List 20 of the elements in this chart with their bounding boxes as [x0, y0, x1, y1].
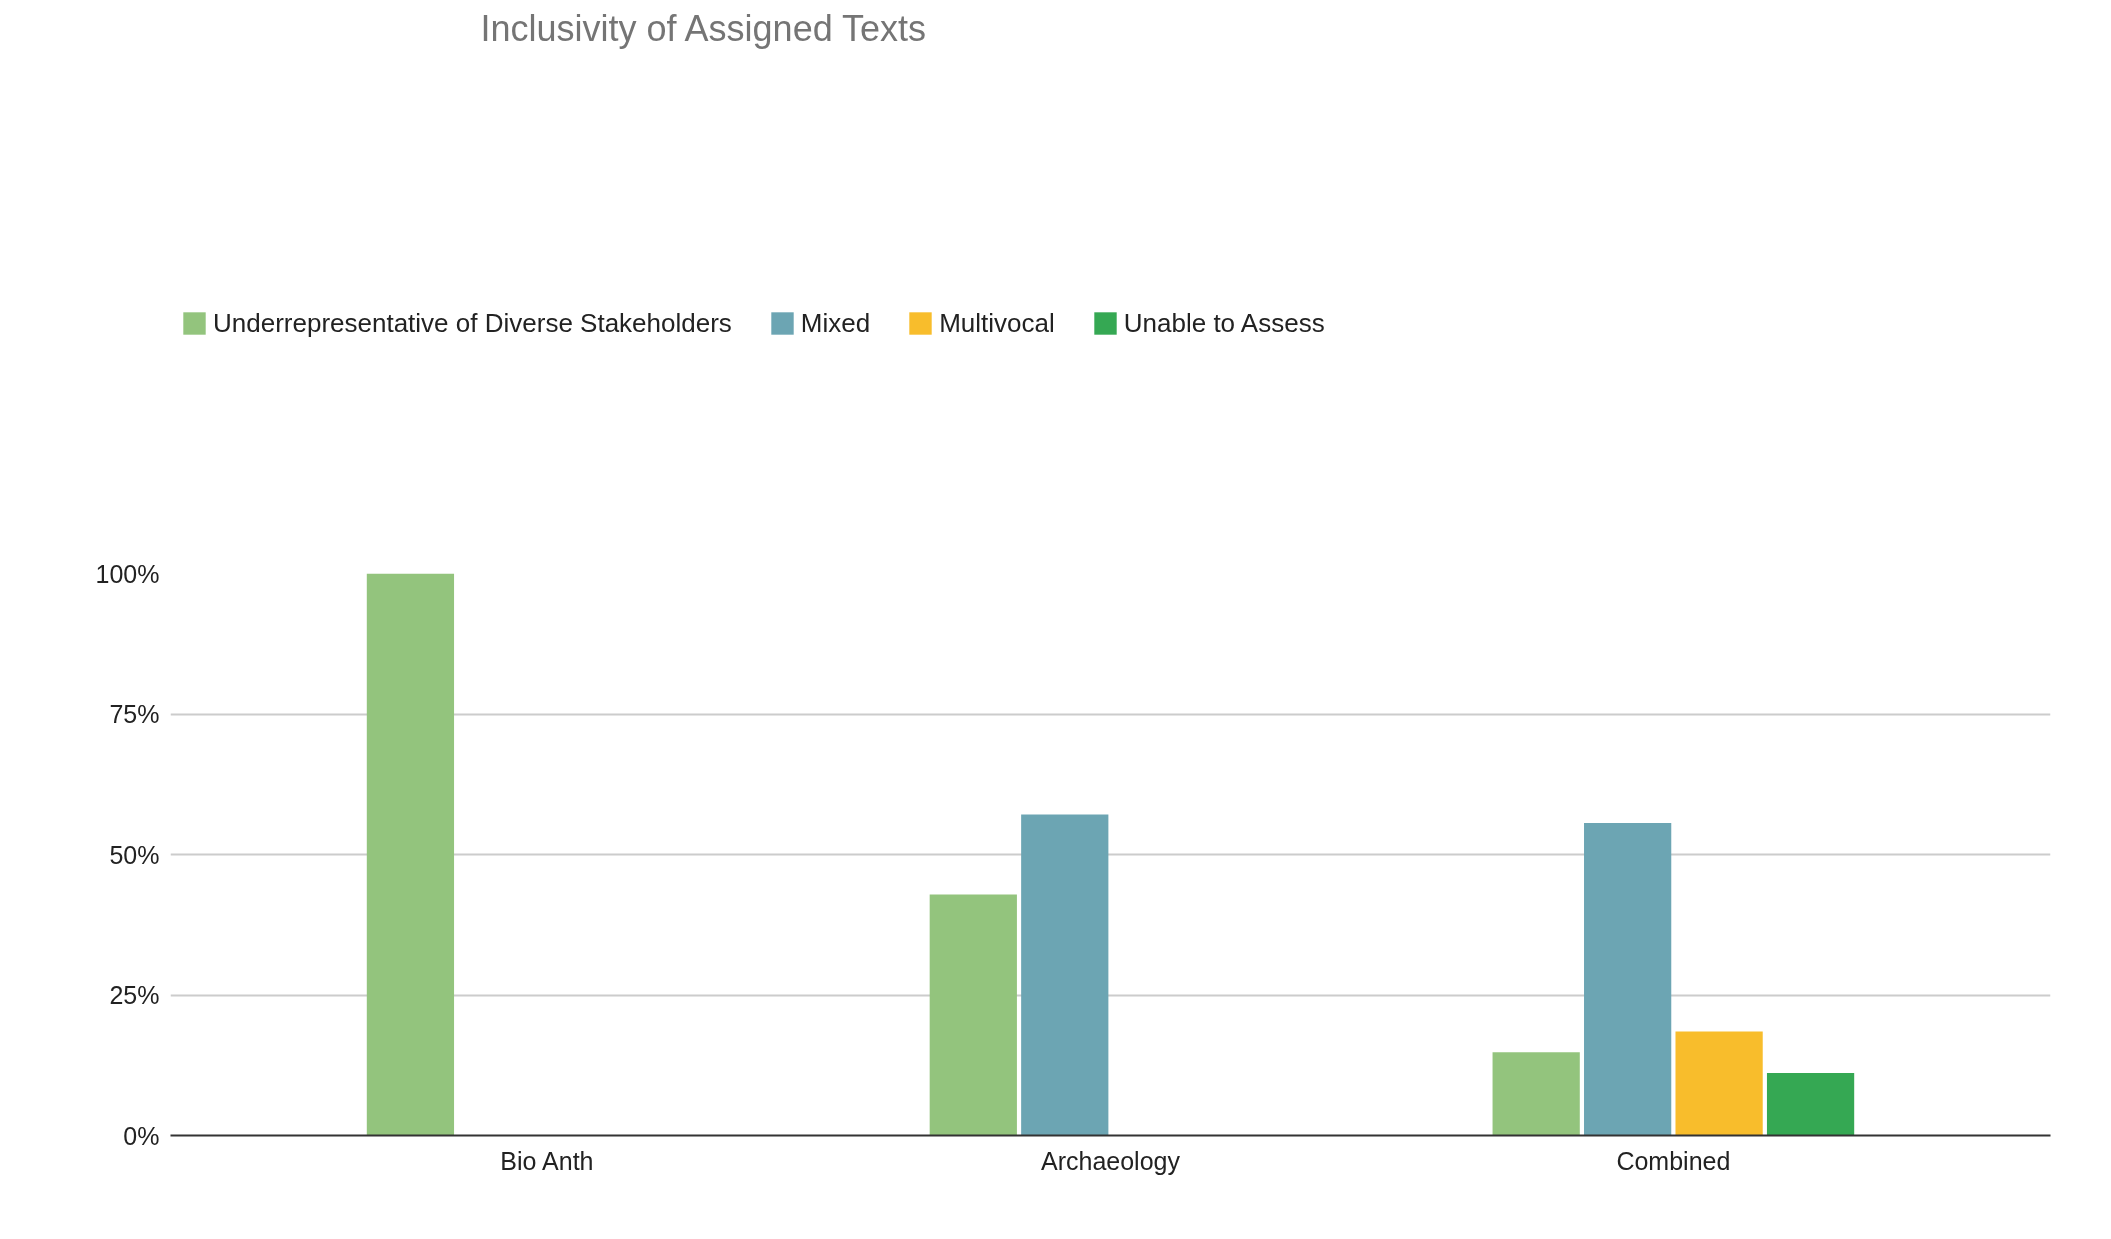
- bar: [1492, 1052, 1580, 1136]
- bar: [929, 894, 1017, 1136]
- bar: [1584, 823, 1672, 1136]
- legend-label: Multivocal: [939, 307, 1055, 339]
- y-tick-label: 75%: [109, 700, 160, 728]
- y-tick-label: 50%: [109, 840, 160, 869]
- y-tick-label: 0%: [123, 1121, 160, 1150]
- bar: [1675, 1031, 1763, 1136]
- chart-title: Inclusivity of Assigned Texts: [480, 7, 927, 49]
- bar: [1766, 1073, 1855, 1136]
- y-tick-label: 100%: [95, 559, 160, 588]
- x-tick-label: Archaeology: [1041, 1146, 1181, 1175]
- bar: [366, 573, 455, 1136]
- legend-label: Unable to Assess: [1123, 307, 1325, 339]
- x-tick-label: Combined: [1616, 1146, 1731, 1175]
- legend-label: Mixed: [800, 307, 871, 339]
- x-tick-label: Bio Anth: [500, 1146, 594, 1175]
- bar: [1021, 814, 1109, 1136]
- y-tick-label: 25%: [109, 981, 160, 1009]
- legend-label: Underrepresentative of Diverse Stakeholders: [213, 307, 732, 339]
